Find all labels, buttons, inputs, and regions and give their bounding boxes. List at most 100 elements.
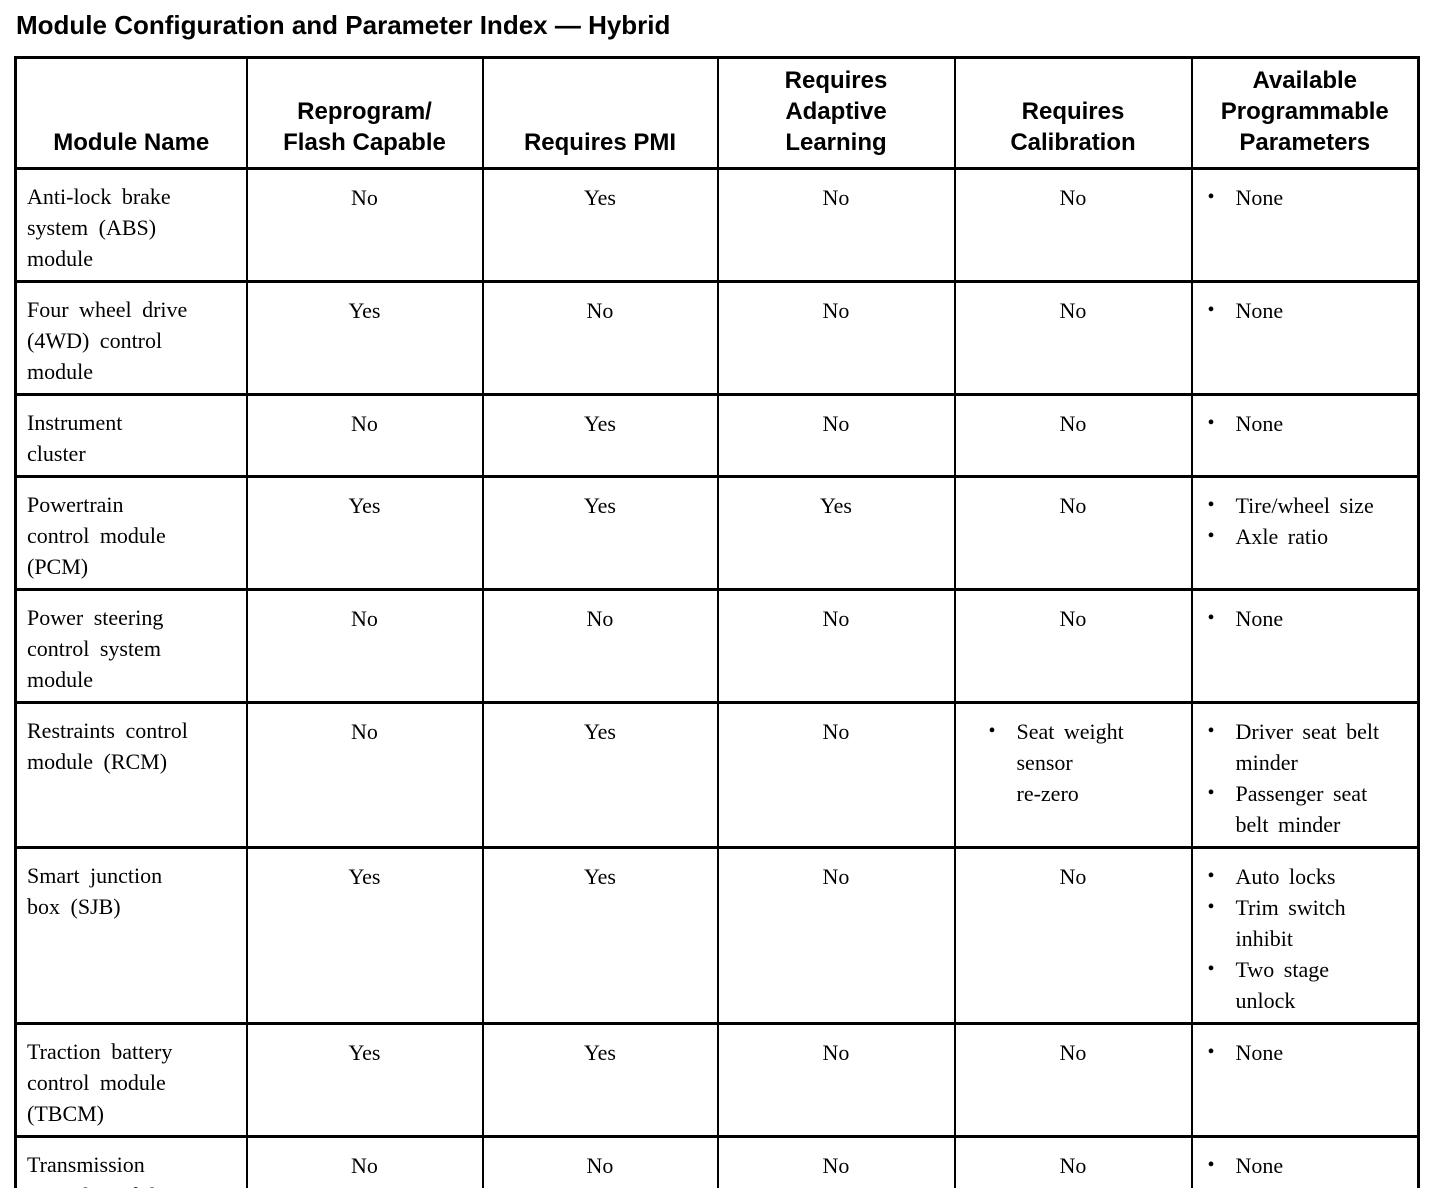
cell-requires-calibration: No bbox=[953, 167, 1193, 283]
column-header: Available Programmable Parameters bbox=[1190, 56, 1420, 170]
cell-requires-adaptive-learning: No bbox=[716, 167, 956, 283]
cell-requires-pmi: Yes bbox=[481, 701, 719, 849]
table-body: Anti-lock brake system (ABS) module No Yes… bbox=[14, 167, 1420, 1188]
bullet-text: None bbox=[1235, 1153, 1284, 1178]
bullet-list-item: • None bbox=[1208, 295, 1414, 326]
bullet-list-item: • None bbox=[1208, 408, 1414, 439]
cell-requires-adaptive-learning: No bbox=[716, 1022, 956, 1138]
bullet-icon: • bbox=[1207, 607, 1215, 629]
cell-programmable-parameters: • None bbox=[1190, 588, 1420, 704]
table-row: Four wheel drive (4WD) control module Yes… bbox=[14, 280, 1420, 396]
cell-requires-adaptive-learning: No bbox=[716, 280, 956, 396]
bullet-list-item: • Passenger seat belt minder bbox=[1208, 778, 1414, 840]
bullet-text: Seat weight sensor re-zero bbox=[1016, 719, 1124, 806]
cell-requires-calibration: No bbox=[953, 1135, 1193, 1188]
bullet-text: Axle ratio bbox=[1235, 524, 1329, 549]
table-row: Traction battery control module (TBCM) Ye… bbox=[14, 1022, 1420, 1138]
bullet-list-item: • Auto locks bbox=[1208, 861, 1414, 892]
cell-requires-calibration: No bbox=[953, 393, 1193, 478]
cell-requires-calibration: No bbox=[953, 1022, 1193, 1138]
cell-reprogram-flash-capable: No bbox=[245, 167, 484, 283]
page-title: Module Configuration and Parameter Index… bbox=[16, 10, 671, 40]
cell-requires-calibration: No bbox=[953, 846, 1193, 1025]
cell-module-name: Four wheel drive (4WD) control module bbox=[14, 280, 248, 396]
cell-programmable-parameters: • None bbox=[1190, 393, 1420, 478]
cell-programmable-parameters: • Auto locks • Trim switch inhibit • Two stag… bbox=[1190, 846, 1420, 1025]
cell-requires-pmi: Yes bbox=[481, 393, 719, 478]
cell-requires-calibration: No bbox=[953, 475, 1193, 591]
bullet-icon: • bbox=[1207, 720, 1215, 742]
table-header: Module Name Reprogram/ Flash Capable Requi… bbox=[14, 56, 1420, 170]
cell-reprogram-flash-capable: Yes bbox=[245, 280, 484, 396]
cell-module-name: Instrument cluster bbox=[14, 393, 248, 478]
cell-programmable-parameters: • None bbox=[1190, 1135, 1420, 1188]
cell-reprogram-flash-capable: No bbox=[245, 588, 484, 704]
table-row: Anti-lock brake system (ABS) module No Yes… bbox=[14, 167, 1420, 283]
bullet-text: Tire/wheel size bbox=[1235, 493, 1374, 518]
table-row: Restraints control module (RCM) No Yes No • S… bbox=[14, 701, 1420, 849]
bullet-text: None bbox=[1235, 298, 1284, 323]
bullet-list-item: • Axle ratio bbox=[1208, 521, 1414, 552]
bullet-list-item: • None bbox=[1208, 182, 1414, 213]
cell-module-name: Smart junction box (SJB) bbox=[14, 846, 248, 1025]
cell-requires-pmi: Yes bbox=[481, 475, 719, 591]
cell-reprogram-flash-capable: Yes bbox=[245, 1022, 484, 1138]
cell-programmable-parameters: • Driver seat belt minder • Passenger seat … bbox=[1190, 701, 1420, 849]
cell-requires-pmi: No bbox=[481, 1135, 719, 1188]
column-header: Requires Adaptive Learning bbox=[716, 56, 956, 170]
cell-requires-adaptive-learning: No bbox=[716, 588, 956, 704]
bullet-list-item: • Tire/wheel size bbox=[1208, 490, 1414, 521]
cell-programmable-parameters: • None bbox=[1190, 1022, 1420, 1138]
cell-module-name: Restraints control module (RCM) bbox=[14, 701, 248, 849]
bullet-list-item: • None bbox=[1208, 603, 1414, 634]
bullet-icon: • bbox=[1207, 1154, 1215, 1176]
cell-requires-calibration: No bbox=[953, 588, 1193, 704]
module-config-table: Module Name Reprogram/ Flash Capable Requi… bbox=[14, 56, 1420, 1188]
cell-reprogram-flash-capable: No bbox=[245, 1135, 484, 1188]
cell-requires-adaptive-learning: No bbox=[716, 846, 956, 1025]
bullet-icon: • bbox=[1207, 782, 1215, 804]
bullet-text: None bbox=[1235, 411, 1284, 436]
bullet-list-item: • None bbox=[1208, 1150, 1414, 1181]
cell-requires-pmi: Yes bbox=[481, 167, 719, 283]
bullet-text: Trim switch inhibit bbox=[1235, 895, 1346, 951]
cell-module-name: Transmission control module (TCM) bbox=[14, 1135, 248, 1188]
cell-requires-calibration: No bbox=[953, 280, 1193, 396]
cell-requires-pmi: Yes bbox=[481, 846, 719, 1025]
bullet-icon: • bbox=[1207, 494, 1215, 516]
cell-module-name: Traction battery control module (TBCM) bbox=[14, 1022, 248, 1138]
bullet-text: None bbox=[1235, 606, 1284, 631]
table-row: Transmission control module (TCM)NoNoNoN… bbox=[14, 1135, 1420, 1188]
column-header: Module Name bbox=[14, 56, 248, 170]
bullet-text: Driver seat belt minder bbox=[1235, 719, 1380, 775]
cell-programmable-parameters: • Tire/wheel size • Axle ratio bbox=[1190, 475, 1420, 591]
bullet-icon: • bbox=[1207, 865, 1215, 887]
cell-requires-calibration: • Seat weight sensor re-zero bbox=[953, 701, 1193, 849]
bullet-icon: • bbox=[1207, 958, 1215, 980]
table-row: Smart junction box (SJB) Yes Yes No No • Auto … bbox=[14, 846, 1420, 1025]
table-row: Power steering control system module No No… bbox=[14, 588, 1420, 704]
cell-requires-adaptive-learning: No bbox=[716, 393, 956, 478]
bullet-list-item: • Driver seat belt minder bbox=[1208, 716, 1414, 778]
bullet-list-item: • Two stage unlock bbox=[1208, 954, 1414, 1016]
bullet-list-item: • Seat weight sensor re-zero bbox=[989, 716, 1187, 809]
column-header: Requires PMI bbox=[481, 56, 719, 170]
cell-requires-pmi: Yes bbox=[481, 1022, 719, 1138]
bullet-text: Two stage unlock bbox=[1235, 957, 1330, 1013]
cell-module-name: Powertrain control module (PCM) bbox=[14, 475, 248, 591]
cell-requires-adaptive-learning: No bbox=[716, 701, 956, 849]
cell-reprogram-flash-capable: No bbox=[245, 701, 484, 849]
bullet-icon: • bbox=[1207, 1041, 1215, 1063]
bullet-icon: • bbox=[1207, 896, 1215, 918]
cell-requires-adaptive-learning: No bbox=[716, 1135, 956, 1188]
bullet-icon: • bbox=[1207, 525, 1215, 547]
bullet-icon: • bbox=[1207, 412, 1215, 434]
cell-requires-pmi: No bbox=[481, 588, 719, 704]
bullet-list-item: • Trim switch inhibit bbox=[1208, 892, 1414, 954]
cell-reprogram-flash-capable: Yes bbox=[245, 846, 484, 1025]
cell-requires-adaptive-learning: Yes bbox=[716, 475, 956, 591]
bullet-text: None bbox=[1235, 1040, 1284, 1065]
header-row: Module Name Reprogram/ Flash Capable Requi… bbox=[14, 56, 1420, 170]
bullet-icon: • bbox=[1207, 299, 1215, 321]
